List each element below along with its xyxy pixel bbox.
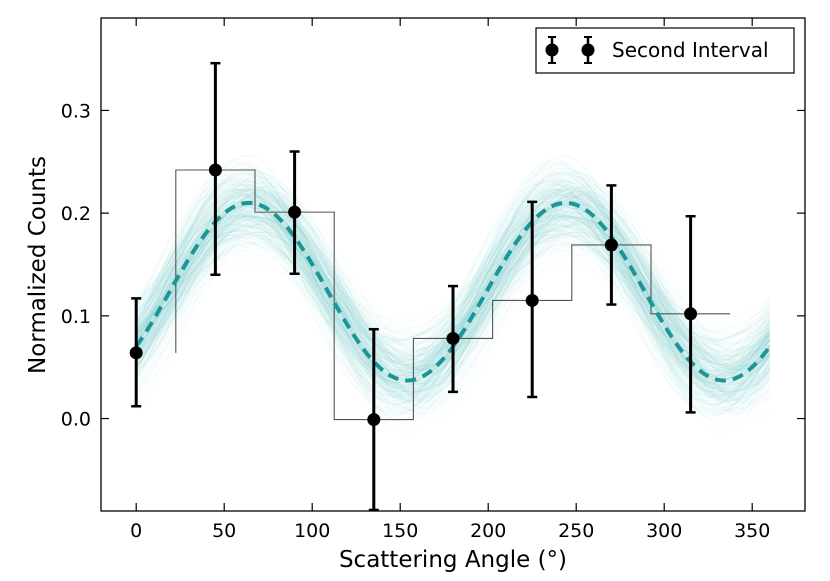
y-tick-label: 0.2 bbox=[61, 203, 91, 225]
legend-label: Second Interval bbox=[612, 38, 769, 62]
histogram-step-line bbox=[175, 169, 731, 421]
legend-box bbox=[535, 27, 795, 74]
data-point bbox=[446, 284, 460, 394]
point-marker bbox=[129, 346, 143, 360]
data-point bbox=[367, 327, 381, 512]
x-tick-label: 150 bbox=[382, 520, 418, 542]
data-point bbox=[208, 61, 222, 277]
point-marker bbox=[604, 238, 618, 252]
y-tick-label: 0.1 bbox=[61, 306, 91, 328]
plot-frame bbox=[100, 17, 806, 512]
y-tick-label: 0.0 bbox=[61, 409, 91, 431]
data-point bbox=[684, 214, 698, 414]
point-marker bbox=[367, 413, 381, 427]
x-axis-ticks: 0 50 100 150 200 250 300 350 bbox=[130, 18, 770, 542]
data-points bbox=[129, 61, 698, 512]
histogram-steps bbox=[175, 169, 731, 421]
point-marker bbox=[208, 163, 222, 177]
posterior-sample-line bbox=[135, 217, 771, 405]
x-tick-label: 100 bbox=[294, 520, 330, 542]
x-tick-label: 0 bbox=[130, 520, 142, 542]
point-marker bbox=[288, 205, 302, 219]
x-tick-label: 50 bbox=[212, 520, 236, 542]
point-marker bbox=[446, 331, 460, 345]
posterior-sample-line bbox=[135, 177, 771, 415]
x-tick-label: 350 bbox=[734, 520, 770, 542]
posterior-sample-line bbox=[135, 211, 771, 409]
y-tick-label: 0.3 bbox=[61, 100, 91, 122]
x-tick-label: 300 bbox=[646, 520, 682, 542]
y-axis-label: Normalized Counts bbox=[25, 156, 51, 374]
data-point bbox=[288, 150, 302, 275]
x-axis-label: Scattering Angle (°) bbox=[339, 547, 567, 573]
legend-marker bbox=[545, 36, 595, 64]
posterior-sample-line bbox=[135, 183, 771, 421]
data-point bbox=[129, 297, 143, 408]
point-marker bbox=[525, 293, 539, 307]
data-point bbox=[604, 184, 618, 306]
x-tick-label: 200 bbox=[470, 520, 506, 542]
legend-point bbox=[545, 43, 559, 57]
x-tick-label: 250 bbox=[558, 520, 594, 542]
data-point bbox=[525, 200, 539, 399]
legend: Second Interval bbox=[535, 27, 795, 74]
legend-point bbox=[581, 43, 595, 57]
y-axis-ticks: 0.0 0.1 0.2 0.3 bbox=[61, 100, 805, 431]
point-marker bbox=[684, 307, 698, 321]
